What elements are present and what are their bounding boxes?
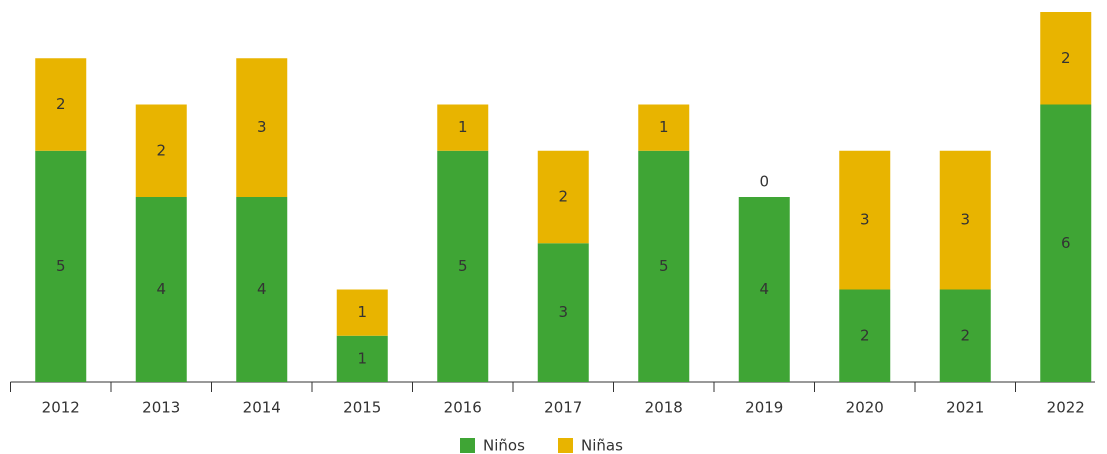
legend-label: Niños xyxy=(483,437,525,454)
bar-segment xyxy=(839,289,891,382)
x-tick-label: 2022 xyxy=(1047,399,1085,417)
data-label: 3 xyxy=(860,211,870,229)
bar-segment xyxy=(135,104,187,197)
legend-swatch xyxy=(558,438,573,453)
data-label: 2 xyxy=(960,326,970,344)
data-label: 1 xyxy=(659,118,669,136)
bar-segment xyxy=(135,197,187,382)
x-tick-label: 2019 xyxy=(745,399,783,417)
bar-segment xyxy=(537,243,589,382)
x-tick-label: 2016 xyxy=(444,399,482,417)
data-label: 2 xyxy=(156,141,166,159)
bar-segment xyxy=(638,150,690,382)
x-tick-label: 2015 xyxy=(343,399,381,417)
bar-segment xyxy=(336,289,388,336)
data-label: 5 xyxy=(56,257,66,275)
bar-segment xyxy=(336,335,388,382)
bar-segment xyxy=(839,150,891,290)
x-tick-label: 2012 xyxy=(42,399,80,417)
x-tick-label: 2014 xyxy=(243,399,281,417)
bar-segment xyxy=(939,289,991,382)
x-tick-label: 2017 xyxy=(544,399,582,417)
data-label: 3 xyxy=(257,118,267,136)
data-label: 0 xyxy=(759,173,769,191)
data-label: 5 xyxy=(458,257,468,275)
bar-segment xyxy=(236,58,288,197)
data-label: 2 xyxy=(860,326,870,344)
bar-segment xyxy=(638,104,690,151)
bar-segment xyxy=(437,104,489,151)
data-label: 3 xyxy=(960,211,970,229)
data-label: 2 xyxy=(558,188,568,206)
data-label: 6 xyxy=(1061,234,1071,252)
bar-segment xyxy=(437,150,489,382)
x-tick-label: 2018 xyxy=(645,399,683,417)
x-tick-label: 2020 xyxy=(846,399,884,417)
bar-segment xyxy=(35,58,87,151)
data-label: 4 xyxy=(759,280,769,298)
bar-segment xyxy=(35,150,87,382)
data-label: 1 xyxy=(458,118,468,136)
data-label: 3 xyxy=(558,303,568,321)
bar-segment xyxy=(738,197,790,382)
data-label: 2 xyxy=(1061,49,1071,67)
data-label: 4 xyxy=(257,280,267,298)
x-tick-label: 2013 xyxy=(142,399,180,417)
data-label: 5 xyxy=(659,257,669,275)
legend-label: Niñas xyxy=(581,437,623,454)
data-label: 1 xyxy=(357,303,367,321)
bar-segment xyxy=(1040,12,1092,105)
data-label: 1 xyxy=(357,349,367,367)
bar-segment xyxy=(939,150,991,290)
legend-swatch xyxy=(460,438,475,453)
bar-segment xyxy=(236,197,288,382)
data-label: 4 xyxy=(156,280,166,298)
bar-segment xyxy=(1040,104,1092,382)
bar-segment xyxy=(537,150,589,244)
x-tick-label: 2021 xyxy=(946,399,984,417)
data-label: 2 xyxy=(56,95,66,113)
